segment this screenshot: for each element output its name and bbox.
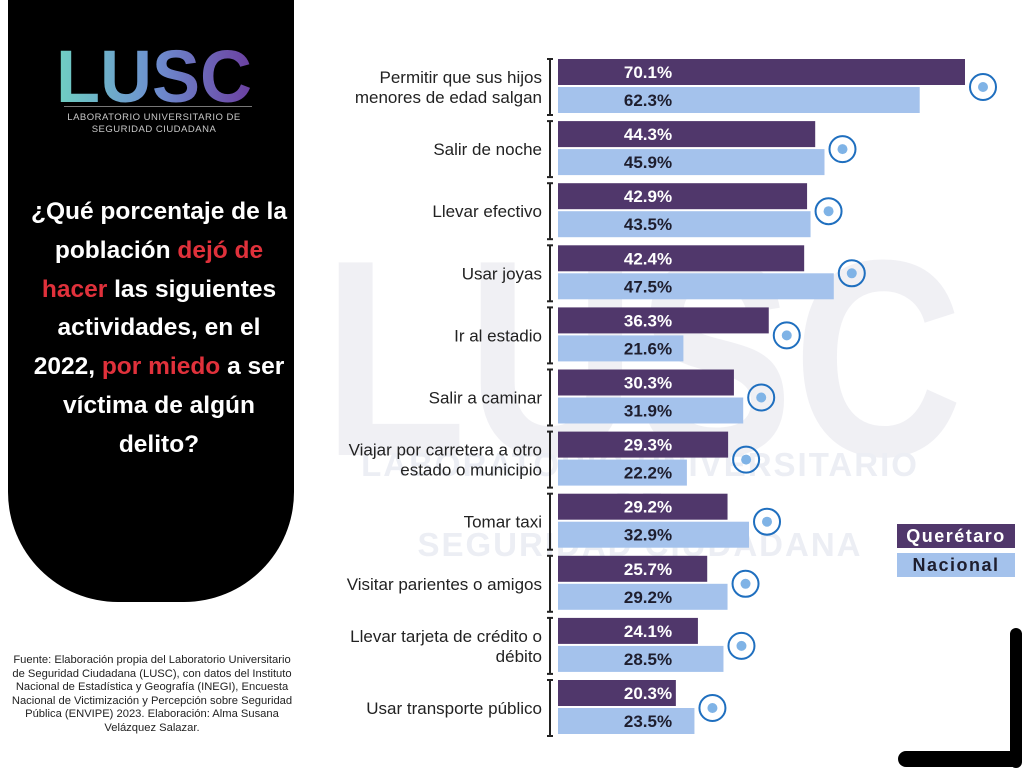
bar-nacional bbox=[558, 149, 825, 176]
source-note: Fuente: Elaboración propia del Laborator… bbox=[11, 654, 293, 734]
bar-value-label: 36.3% bbox=[624, 311, 672, 330]
door-visit-icon bbox=[731, 569, 760, 598]
bus-icon bbox=[698, 694, 727, 722]
category-label: débito bbox=[496, 647, 542, 666]
category-label: menores de edad salgan bbox=[355, 88, 542, 107]
bar-value-label: 29.2% bbox=[624, 588, 672, 607]
children-icon bbox=[969, 73, 997, 101]
question-part1: ¿Qué porcentaje de la población bbox=[31, 198, 287, 264]
category-label: Salir de noche bbox=[433, 140, 542, 159]
credit-card-icon bbox=[727, 631, 756, 660]
bar-value-label: 29.3% bbox=[624, 436, 672, 455]
bar-value-label: 47.5% bbox=[624, 277, 672, 296]
bar-value-label: 32.9% bbox=[624, 526, 672, 545]
bar-value-label: 70.1% bbox=[624, 63, 672, 82]
bar-nacional bbox=[558, 273, 834, 300]
taxi-icon bbox=[753, 507, 782, 536]
bar-value-label: 25.7% bbox=[624, 560, 672, 579]
legend-queretaro: Querétaro bbox=[897, 524, 1015, 548]
road-icon bbox=[732, 445, 761, 474]
bar-queretaro bbox=[558, 617, 698, 644]
bar-value-label: 23.5% bbox=[624, 712, 672, 731]
bar-nacional bbox=[558, 397, 744, 424]
bar-value-label: 22.2% bbox=[624, 464, 672, 483]
bar-value-label: 42.4% bbox=[624, 249, 672, 268]
bar-value-label: 30.3% bbox=[624, 374, 672, 393]
corner-bracket-horizontal bbox=[898, 751, 1022, 767]
bar-nacional bbox=[558, 335, 684, 362]
category-label: Llevar tarjeta de crédito o bbox=[350, 627, 542, 646]
bar-queretaro bbox=[558, 121, 816, 148]
legend-nacional: Nacional bbox=[897, 553, 1015, 577]
question-title: ¿Qué porcentaje de la población dejó de … bbox=[26, 193, 292, 465]
bar-queretaro bbox=[558, 183, 808, 210]
bar-value-label: 29.2% bbox=[624, 498, 672, 517]
category-label: Ir al estadio bbox=[454, 326, 542, 345]
question-highlight-1: dejó de hacer bbox=[41, 236, 264, 303]
question-highlight-2: por miedo bbox=[101, 353, 221, 381]
bar-value-label: 44.3% bbox=[624, 125, 672, 144]
night-moon-icon bbox=[828, 135, 857, 164]
bar-value-label: 28.5% bbox=[624, 650, 672, 669]
bar-nacional bbox=[558, 708, 695, 734]
bar-value-label: 42.9% bbox=[624, 187, 672, 206]
bar-nacional bbox=[558, 583, 728, 610]
walking-people-icon bbox=[747, 383, 776, 412]
question-part3: a ser víctima de algún delito? bbox=[63, 353, 285, 458]
bar-value-label: 21.6% bbox=[624, 339, 672, 358]
bar-nacional bbox=[558, 521, 750, 548]
bar-value-label: 24.1% bbox=[624, 622, 672, 641]
cash-hand-icon bbox=[814, 197, 843, 226]
bar-queretaro bbox=[558, 680, 676, 706]
bar-queretaro bbox=[558, 307, 769, 334]
logo-subtitle: LABORATORIO UNIVERSITARIO DE SEGURIDAD C… bbox=[67, 112, 241, 135]
bar-value-label: 62.3% bbox=[624, 91, 672, 110]
bar-queretaro bbox=[558, 493, 728, 520]
bar-value-label: 43.5% bbox=[624, 215, 672, 234]
bar-queretaro bbox=[558, 59, 965, 85]
bar-nacional bbox=[558, 211, 811, 238]
bar-nacional bbox=[558, 459, 687, 486]
category-label: Usar transporte público bbox=[366, 699, 542, 718]
bar-nacional bbox=[558, 87, 920, 113]
category-label: Usar joyas bbox=[462, 264, 542, 283]
category-label: Llevar efectivo bbox=[432, 202, 542, 221]
category-label: Viajar por carretera a otro bbox=[349, 441, 542, 460]
bar-value-label: 20.3% bbox=[624, 684, 672, 703]
category-label: Tomar taxi bbox=[464, 513, 542, 532]
category-label: Salir a caminar bbox=[429, 389, 543, 408]
category-label: estado o municipio bbox=[400, 461, 542, 480]
stadium-icon bbox=[772, 321, 801, 350]
bar-queretaro bbox=[558, 555, 708, 582]
logo-divider bbox=[64, 106, 252, 107]
bar-queretaro bbox=[558, 369, 734, 396]
bar-queretaro bbox=[558, 245, 805, 272]
bar-queretaro bbox=[558, 431, 729, 458]
left-panel: LUSC LABORATORIO UNIVERSITARIO DE SEGURI… bbox=[8, 0, 294, 602]
bar-value-label: 45.9% bbox=[624, 153, 672, 172]
question-part2: las siguientes actividades, en el 2022, bbox=[33, 275, 277, 381]
category-label: Visitar parientes o amigos bbox=[347, 575, 542, 594]
category-label: Permitir que sus hijos bbox=[379, 68, 542, 87]
jewelry-icon bbox=[837, 259, 866, 288]
bar-value-label: 31.9% bbox=[624, 402, 672, 421]
bar-nacional bbox=[558, 645, 724, 672]
corner-bracket-vertical bbox=[1010, 628, 1022, 768]
lusc-logo: LUSC bbox=[56, 44, 252, 106]
logo-text: LUSC bbox=[56, 44, 252, 106]
